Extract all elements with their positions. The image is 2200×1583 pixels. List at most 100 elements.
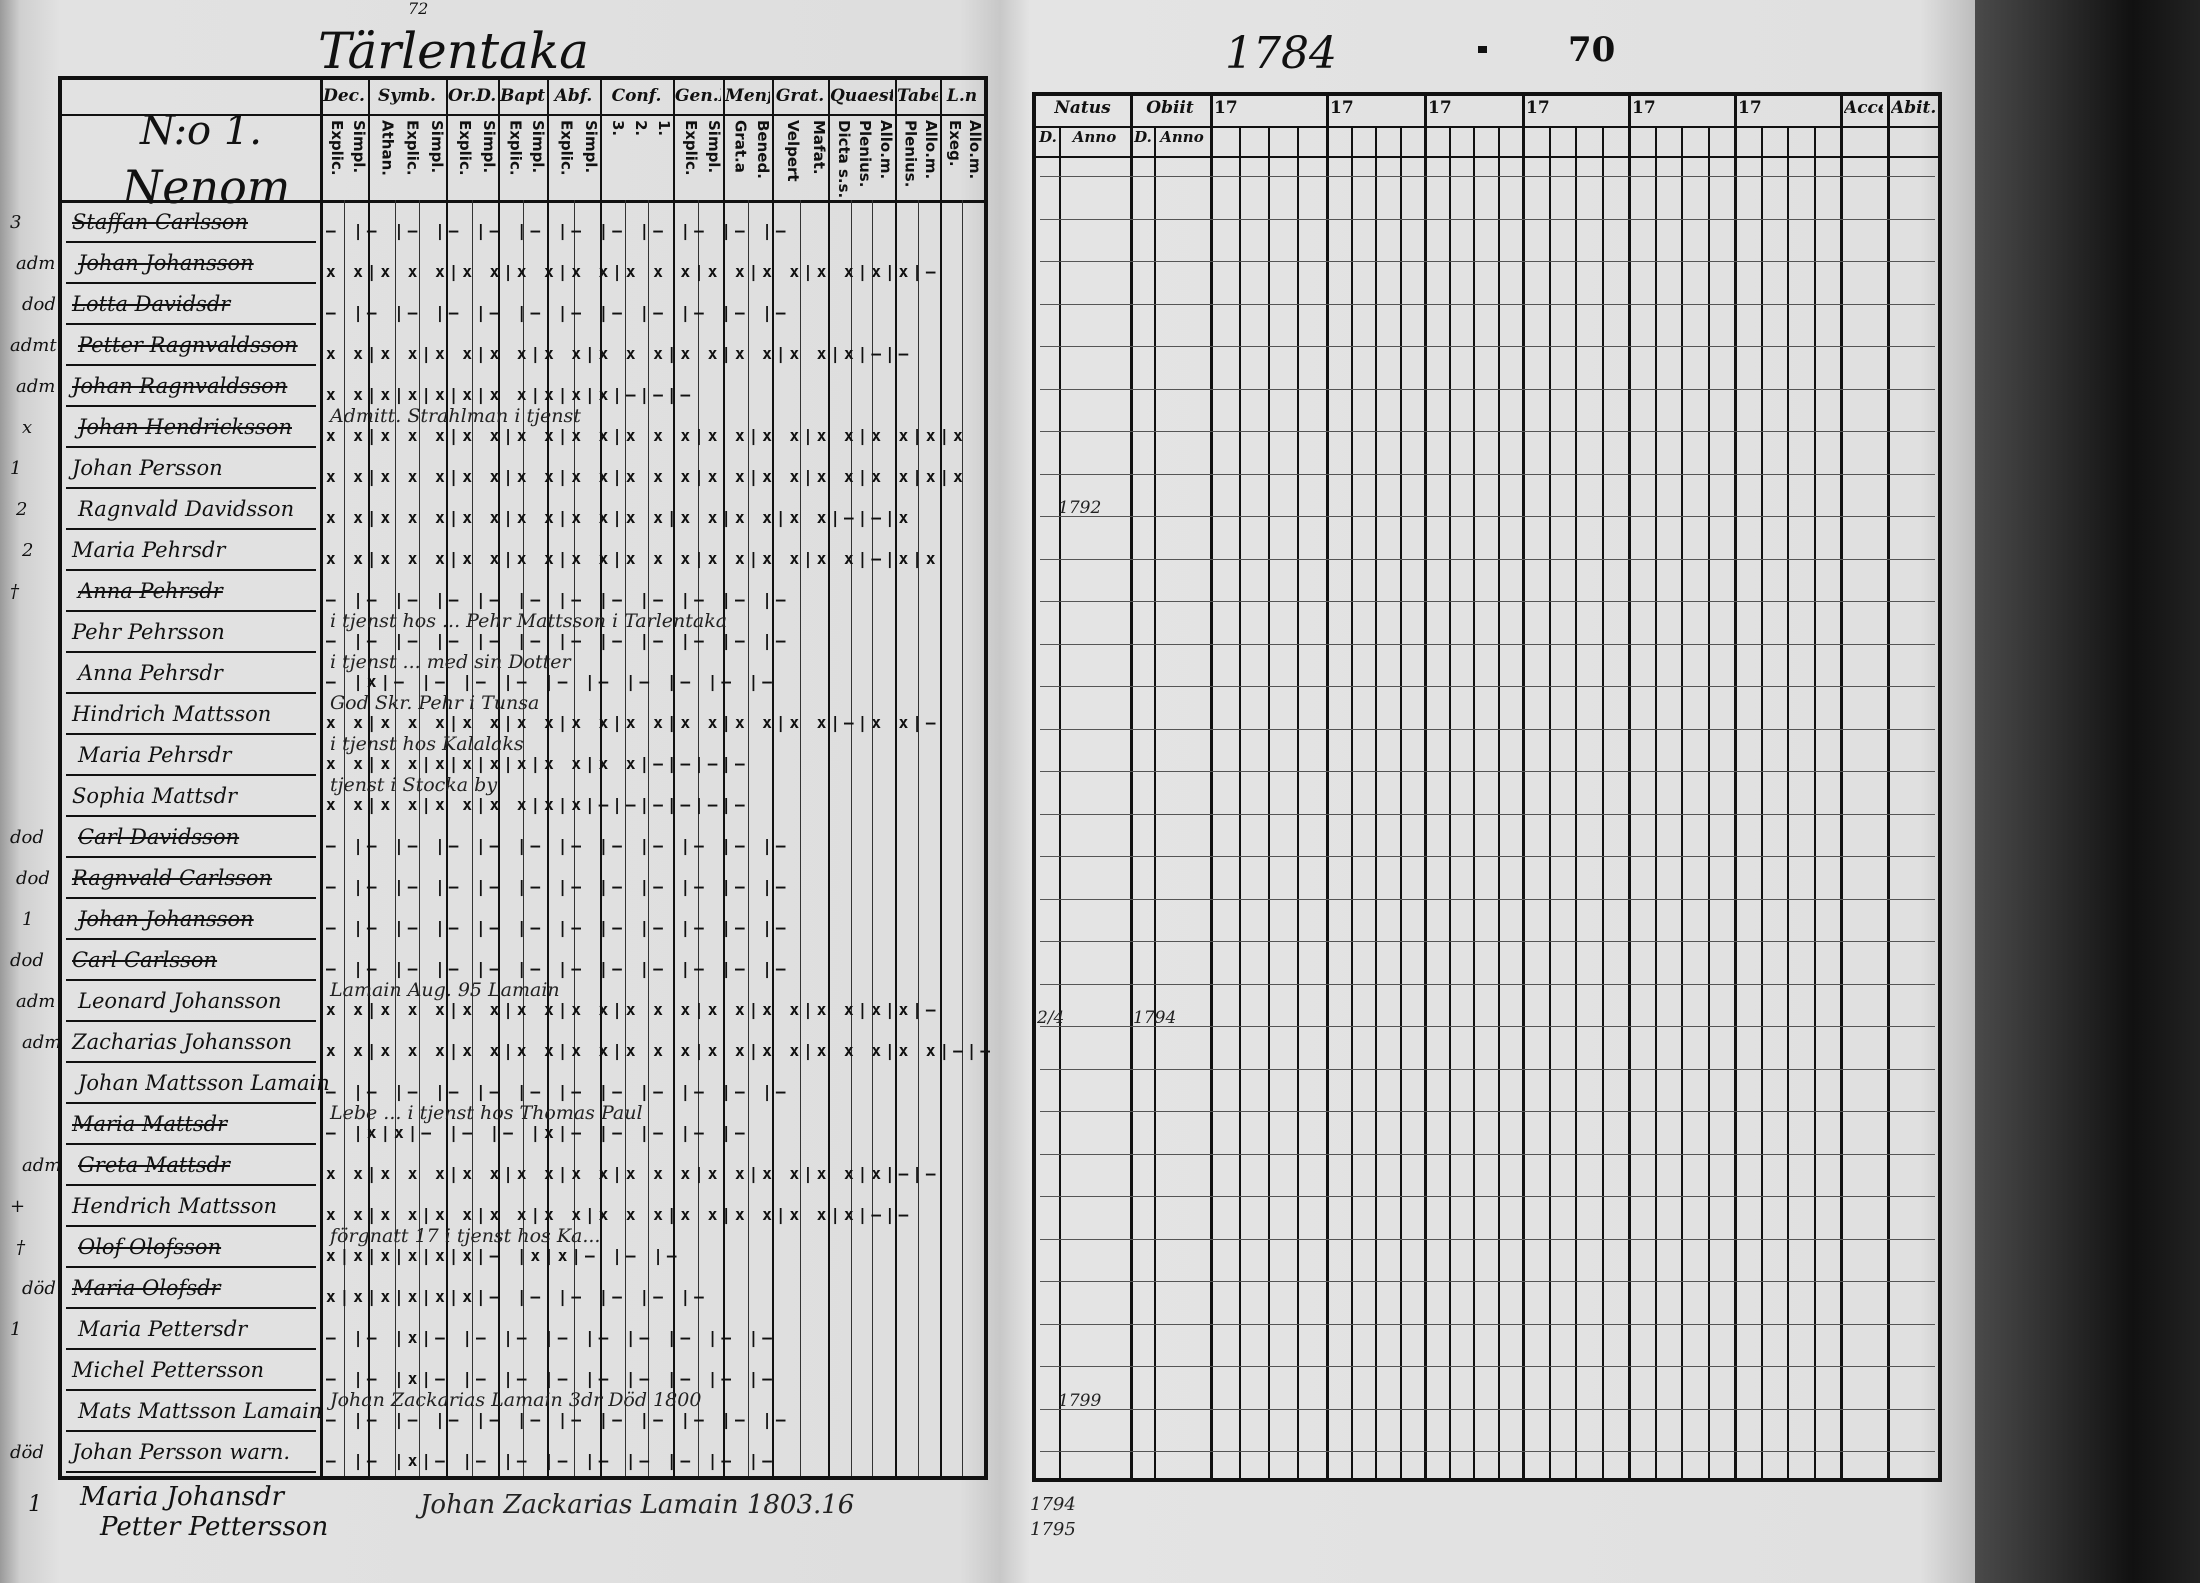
sub-column-line [1154, 126, 1156, 1478]
margin-note: död [22, 1278, 56, 1299]
row-annotation: Johan Zackarias Lamain 3dr Död 1800 [330, 1389, 702, 1411]
row-line [1040, 1281, 1935, 1282]
column-subheader: 3. [609, 120, 626, 137]
column-subheader: Anno [1072, 128, 1117, 146]
column-header: Symb. [378, 86, 436, 106]
row-line [1040, 771, 1935, 772]
header-divider [1035, 126, 1939, 128]
column-header: Or.D. [448, 86, 496, 106]
sub-column-line [800, 200, 801, 1476]
row-underline [66, 1020, 316, 1022]
row-line [1040, 473, 1935, 475]
person-name: Mats Mattsson Lamain [78, 1399, 323, 1423]
person-name: Olof Olofsson [78, 1235, 222, 1259]
catechism-marks: — |— |x|— |— |— |— |— |— |— |— |— [326, 1369, 776, 1388]
sub-column-line [1399, 126, 1402, 1478]
catechism-marks: x x|x x x|x x|x x|x x|x x x|x x|x x|x x|… [326, 262, 940, 281]
column-subheader: Explic. [506, 120, 524, 176]
person-name: Zacharias Johansson [72, 1030, 292, 1054]
person-name: Johan Johansson [78, 907, 254, 931]
sub-column-line [698, 200, 699, 1476]
sub-column-line [1350, 126, 1353, 1478]
row-underline [66, 1143, 316, 1145]
row-underline [66, 692, 316, 694]
sub-column-line [1268, 126, 1270, 1478]
column-subheader: D. [1134, 128, 1152, 146]
row-underline [66, 1348, 316, 1350]
column-line [895, 80, 897, 1476]
column-header: Abf. [554, 86, 593, 106]
person-name: Anna Pehrsdr [78, 579, 223, 603]
sub-column-line [394, 200, 396, 1476]
row-underline [66, 774, 316, 776]
row-line [1040, 643, 1935, 645]
catechism-marks: x x|x x x|x x|x x|x x|x x x|x x|x x|x x|… [326, 549, 940, 568]
row-underline [66, 610, 316, 612]
row-underline [66, 1471, 316, 1473]
sub-column-line [1473, 126, 1475, 1478]
catechism-marks: x x|x x x|x x|x x|x x|x x x|x x|x x|x x|… [326, 426, 967, 445]
person-name: Sophia Mattsdr [72, 784, 238, 808]
column-subheader: Explic. [557, 120, 575, 176]
column-line [1734, 96, 1737, 1478]
row-underline [66, 569, 316, 571]
margin-note: 1 [10, 1319, 22, 1340]
row-line [1040, 1323, 1935, 1325]
column-subheader: Explic. [682, 120, 699, 176]
catechism-marks: x|x|x|x|x|x|— |— |— |— |— |— [326, 1287, 708, 1306]
person-name: Johan Persson warn. [72, 1440, 291, 1464]
vital-records-table [1032, 92, 1942, 1482]
catechism-marks: x x|x x x|x x|x x|x x|x x|x x|x x|x x|—|… [326, 508, 913, 527]
person-name: Staffan Carlsson [72, 210, 249, 234]
catechism-marks: x x|x x x|x x|x x|x x|x x x|x x|x x|x x|… [326, 467, 967, 486]
row-annotation: i tjenst hos ... Pehr Mattsson i Tarlent… [330, 610, 728, 632]
column-line [600, 80, 602, 1476]
column-subheader: Exeg. [946, 120, 963, 167]
margin-note: † [16, 1237, 25, 1258]
margin-note: 1 [22, 909, 34, 930]
catechism-marks: — |— |x|— |— |— |— |— |— |— |— |— [326, 1451, 776, 1470]
row-underline [66, 323, 316, 325]
row-underline [66, 651, 316, 653]
book-edge [1975, 0, 2200, 1583]
catechism-marks: — |— |— |— |— |— |— |— |— |— |— |— [326, 836, 790, 855]
person-name: Lotta Davidsdr [72, 292, 231, 316]
catechism-marks: — |— |— |— |— |— |— |— |— |— |— |— [326, 221, 790, 240]
right-page [1000, 0, 2000, 1583]
column-line [1840, 96, 1843, 1478]
catechism-marks: — |x|— |— |— |— |— |— |— |— |— |— [326, 672, 776, 691]
person-name: Johan Persson [72, 456, 223, 480]
margin-note: adm [16, 376, 56, 397]
margin-note: adm [16, 991, 56, 1012]
row-underline [66, 733, 316, 735]
row-underline [66, 1102, 316, 1104]
column-header: Conf. [611, 86, 662, 106]
catechism-marks: — |— |— |— |— |— |— |— |— |— |— |— [326, 1082, 790, 1101]
row-underline [66, 1307, 316, 1309]
catechism-marks: x x|x x|x x|x x|x x|x x x|x x|x x|x x|x|… [326, 344, 913, 363]
column-line [772, 80, 774, 1476]
column-subheader: Explic. [456, 120, 473, 176]
column-subheader: Simpl. [480, 120, 497, 174]
catechism-table [58, 76, 988, 1480]
column-header: 17 [1428, 98, 1452, 118]
catechism-marks: — |x|x|— |— |— |x|— |— |— |— |— [326, 1123, 749, 1142]
person-name: Maria Mattsdr [72, 1112, 228, 1136]
catechism-marks: — |— |— |— |— |— |— |— |— |— |— |— [326, 918, 790, 937]
village-name: Nenom [122, 160, 291, 214]
row-underline [66, 1389, 316, 1391]
column-header: Grat. [775, 86, 825, 106]
small-page-number: 72 [408, 0, 429, 18]
footer-year-1: 1794 [1030, 1494, 1076, 1515]
column-subheader: Bened. [754, 120, 771, 179]
person-name: Anna Pehrsdr [78, 661, 223, 685]
column-subheader: Allo.m. [966, 120, 983, 180]
margin-note: adm [22, 1032, 62, 1053]
sub-column-line [419, 200, 421, 1476]
margin-note: admt [10, 335, 57, 356]
row-underline [66, 487, 316, 489]
sub-column-line [648, 200, 649, 1476]
margin-note: + [10, 1196, 26, 1217]
row-line [1040, 218, 1935, 220]
row-line [1040, 558, 1935, 560]
